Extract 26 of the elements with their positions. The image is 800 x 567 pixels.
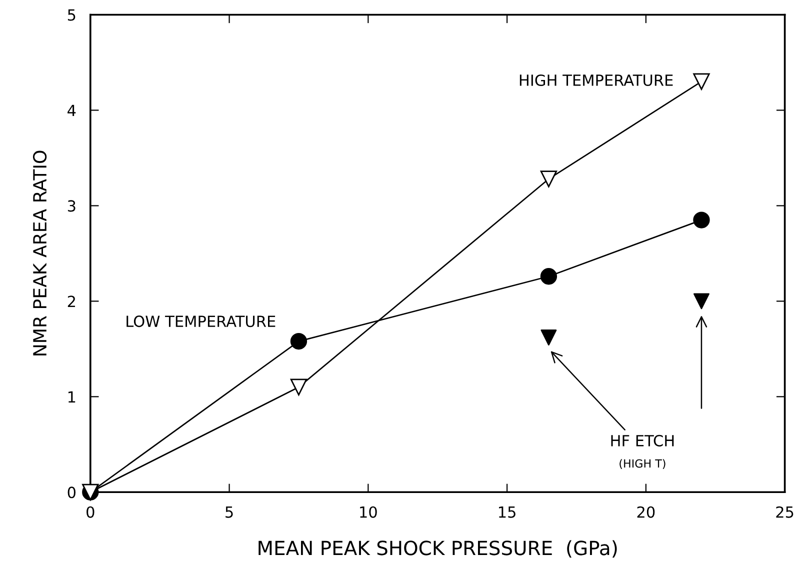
point <box>693 73 710 90</box>
y-tick-label: 4 <box>68 104 76 116</box>
annotation: (HIGH T) <box>620 459 666 469</box>
series-label: HIGH TEMPERATURE <box>520 74 673 86</box>
text: HF ETCH <box>611 434 674 446</box>
y-axis-title: NMR PEAK AREA RATIO <box>32 150 47 356</box>
point <box>540 170 558 188</box>
point <box>290 378 308 396</box>
x-tick-label: 5 <box>226 506 233 518</box>
x-tick-label: 0 <box>86 506 94 518</box>
y-tick-label: 0 <box>68 486 76 498</box>
point <box>540 329 557 346</box>
point <box>290 332 308 350</box>
y-tick-label: 3 <box>68 200 76 212</box>
y-tick-label: 1 <box>68 391 76 402</box>
x-tick-label: 20 <box>637 506 655 518</box>
point <box>693 293 710 310</box>
x-tick-label: 10 <box>360 506 377 518</box>
point <box>540 268 558 285</box>
x-axis-title: MEAN PEAK SHOCK PRESSURE (GPa) <box>258 540 617 558</box>
x-tick-label: 25 <box>776 506 794 518</box>
y-tick-label: 5 <box>68 9 76 21</box>
point <box>693 212 710 228</box>
y-tick-label: 2 <box>68 296 75 307</box>
series-label: LOW TEMPERATURE <box>126 316 276 328</box>
x-tick-label: 15 <box>499 506 516 518</box>
